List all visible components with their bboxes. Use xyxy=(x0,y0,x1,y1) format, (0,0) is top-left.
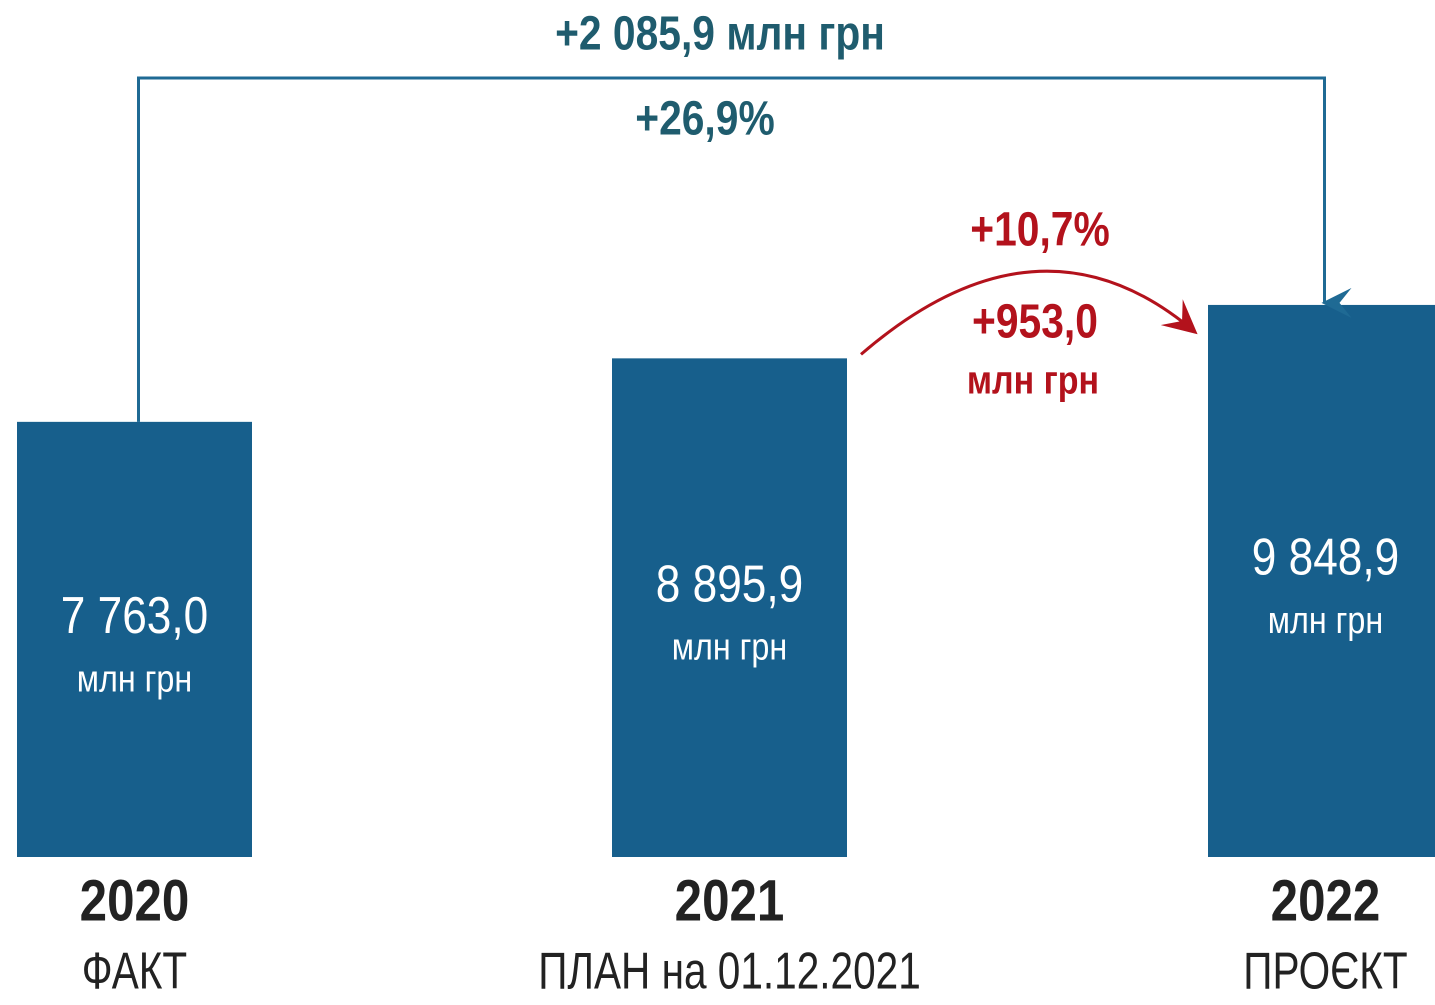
annotation: +953,0 xyxy=(972,296,1098,349)
value-label: 8 895,9 xyxy=(656,555,803,613)
unit-label: млн грн xyxy=(672,626,787,668)
category-note: ФАКТ xyxy=(82,942,187,1000)
value-label: 7 763,0 xyxy=(61,587,208,645)
annotation: +10,7% xyxy=(970,204,1109,257)
category-note: ПРОЄКТ xyxy=(1243,942,1407,1000)
category-label: 2020 xyxy=(80,869,190,934)
bar xyxy=(612,358,847,857)
annotation: млн грн xyxy=(967,357,1099,402)
bar xyxy=(17,421,252,857)
unit-label: млн грн xyxy=(77,658,192,700)
category-label: 2021 xyxy=(675,869,785,934)
value-label: 9 848,9 xyxy=(1252,528,1399,586)
annotation: +26,9% xyxy=(635,93,774,146)
curved-arrow xyxy=(860,269,1198,356)
annotation: +2 085,9 млн грн xyxy=(555,8,885,61)
bracket-arrow xyxy=(137,76,1352,422)
category-label: 2022 xyxy=(1271,869,1381,934)
category-note: ПЛАН на 01.12.2021 xyxy=(538,942,921,1000)
bar xyxy=(1208,304,1435,857)
unit-label: млн грн xyxy=(1268,600,1383,642)
